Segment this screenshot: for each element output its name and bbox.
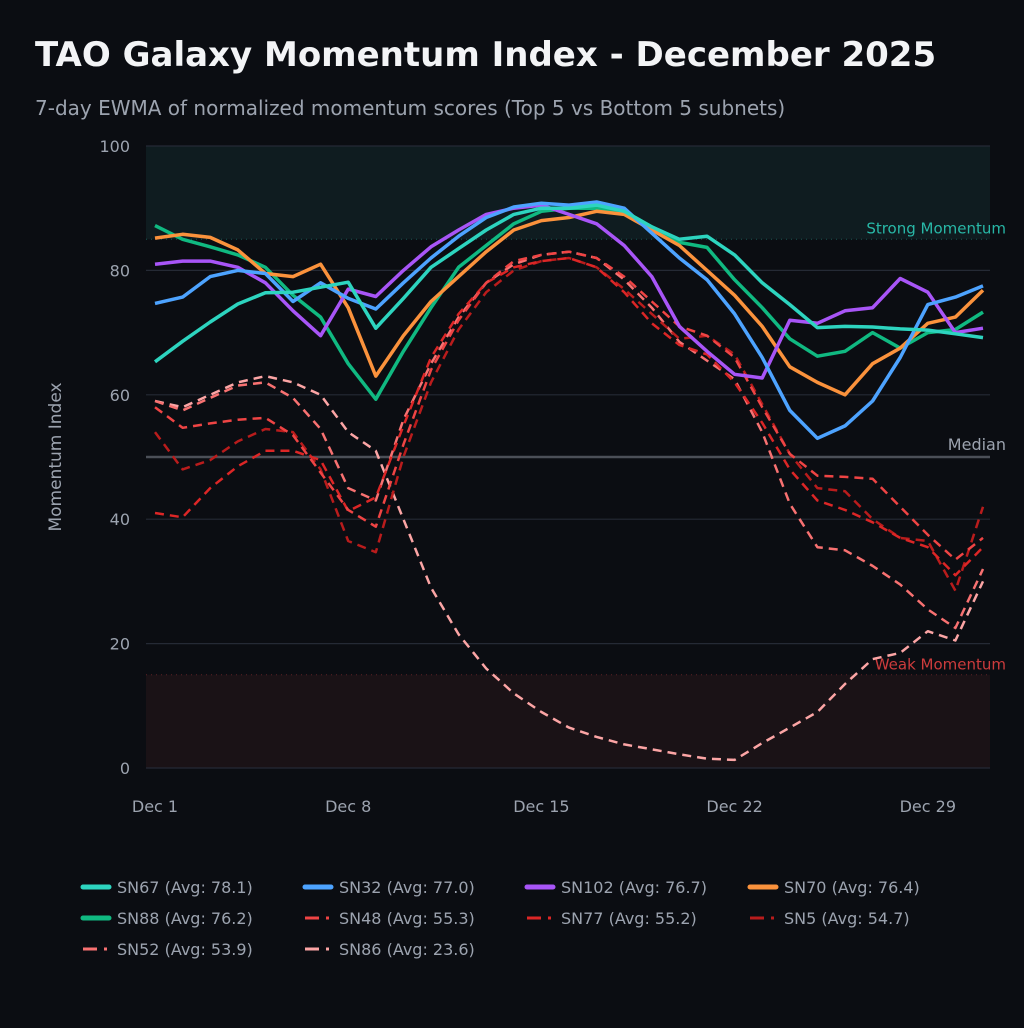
y-tick-label: 60 [110,386,130,405]
y-axis-ticks: 0 20 40 60 80 100 [99,137,130,778]
series-line-sn48 [154,250,984,561]
y-tick-label: 80 [110,261,130,280]
series-line-sn102 [154,203,984,380]
chart-title: TAO Galaxy Momentum Index - December 202… [35,35,936,75]
weak-momentum-label: Weak Momentum [875,656,1006,674]
y-tick-label: 0 [120,759,130,778]
legend-item: SN5 (Avg: 54.7) [750,909,910,928]
series-line-sn77 [154,256,984,577]
legend-label: SN88 (Avg: 76.2) [117,909,253,928]
zone-band [146,146,990,240]
median-label: Median [948,435,1006,454]
y-axis-label: Momentum Index [46,382,66,531]
legend-label: SN102 (Avg: 76.7) [561,878,707,897]
legend-label: SN67 (Avg: 78.1) [117,878,253,897]
y-tick-label: 20 [110,635,130,654]
legend-item: SN77 (Avg: 55.2) [527,909,697,928]
chart-subtitle: 7-day EWMA of normalized momentum scores… [35,96,785,120]
legend-label: SN70 (Avg: 76.4) [784,878,920,897]
legend: SN67 (Avg: 78.1) SN32 (Avg: 77.0) SN102 (A… [80,878,920,959]
y-tick-label: 40 [110,510,130,529]
y-tick-label: 100 [99,137,130,156]
legend-label: SN32 (Avg: 77.0) [339,878,475,897]
legend-label: SN48 (Avg: 55.3) [339,909,475,928]
legend-item: SN70 (Avg: 76.4) [747,878,920,897]
x-tick-label: Dec 22 [706,797,762,816]
legend-label: SN86 (Avg: 23.6) [339,940,475,959]
legend-label: SN77 (Avg: 55.2) [561,909,697,928]
legend-label: SN52 (Avg: 53.9) [117,940,253,959]
legend-item: SN32 (Avg: 77.0) [302,878,475,897]
legend-label: SN5 (Avg: 54.7) [784,909,910,928]
zones [146,146,990,768]
legend-item: SN88 (Avg: 76.2) [80,909,253,928]
x-axis-ticks: Dec 1 Dec 8 Dec 15 Dec 22 Dec 29 [132,797,956,816]
series-line-sn70 [154,209,985,397]
legend-item: SN102 (Avg: 76.7) [524,878,707,897]
gridlines [146,145,990,769]
x-tick-label: Dec 15 [513,797,569,816]
series-line-sn32 [154,200,984,441]
series-line-sn67 [153,203,984,364]
x-tick-label: Dec 8 [325,797,371,816]
legend-item: SN86 (Avg: 23.6) [305,940,475,959]
legend-item: SN52 (Avg: 53.9) [83,940,253,959]
x-tick-label: Dec 29 [900,797,956,816]
legend-item: SN67 (Avg: 78.1) [80,878,253,897]
series-line-sn5 [153,256,985,592]
series-lines [153,200,985,762]
series-line-sn86 [154,374,985,762]
reference-lines: Strong Momentum Median Weak Momentum [146,219,1006,676]
legend-item: SN48 (Avg: 55.3) [305,909,475,928]
zone-band [146,674,990,768]
x-tick-label: Dec 1 [132,797,178,816]
strong-momentum-label: Strong Momentum [866,219,1006,237]
